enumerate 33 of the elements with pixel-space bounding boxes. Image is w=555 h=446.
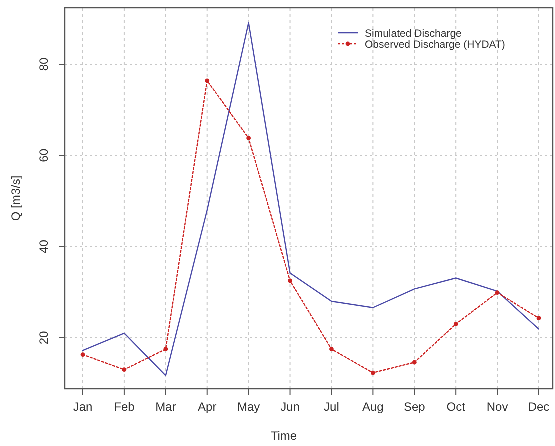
x-tick-label: Nov xyxy=(486,400,508,414)
point xyxy=(370,370,376,376)
y-tick-label: 80 xyxy=(37,58,51,72)
x-tick-label: Mar xyxy=(156,400,176,414)
point xyxy=(122,368,127,372)
legend-label: Observed Discharge (HYDAT) xyxy=(365,39,506,51)
point xyxy=(536,316,542,321)
point xyxy=(246,136,252,141)
x-tick-label: May xyxy=(237,400,260,414)
x-tick-label: Sep xyxy=(404,400,426,414)
point xyxy=(205,78,210,84)
point xyxy=(495,290,500,296)
x-tick-label: Jul xyxy=(324,400,340,414)
x-axis-title: Time xyxy=(270,429,298,443)
y-tick-label: 20 xyxy=(37,330,51,345)
x-tick-label: Jan xyxy=(73,400,93,414)
y-axis-title: Q [m3/s] xyxy=(9,176,23,222)
x-tick-label: Jun xyxy=(280,400,300,414)
x-tick-label: Aug xyxy=(362,400,384,414)
x-tick-label: Oct xyxy=(446,400,466,414)
y-tick-label: 40 xyxy=(37,240,51,254)
y-tick-label: 60 xyxy=(37,148,51,162)
point xyxy=(288,278,292,284)
point xyxy=(454,322,458,326)
point xyxy=(412,360,417,365)
x-tick-label: Apr xyxy=(198,400,217,414)
legend-label: Simulated Discharge xyxy=(365,28,462,40)
point xyxy=(330,347,334,352)
point xyxy=(80,352,86,358)
point xyxy=(164,347,168,352)
x-tick-label: Dec xyxy=(528,400,550,414)
line-series xyxy=(82,22,540,376)
x-tick-label: Feb xyxy=(114,400,136,414)
